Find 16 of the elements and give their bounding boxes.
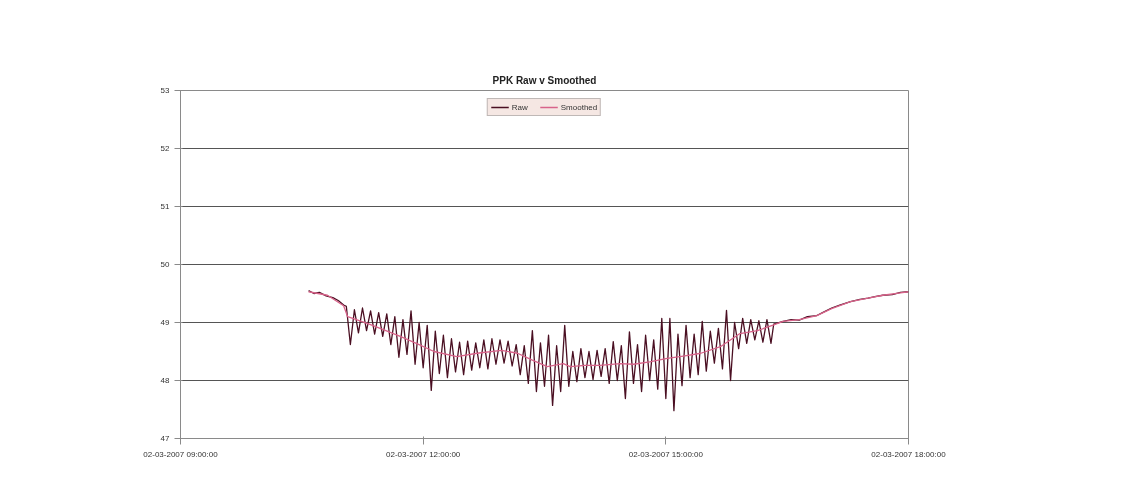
x-tick-label: 02-03-2007 18:00:00 bbox=[871, 449, 947, 459]
y-tick-label: 49 bbox=[160, 318, 171, 327]
line-series bbox=[307, 289, 909, 412]
y-tick-label: 53 bbox=[160, 86, 171, 95]
x-tick-label: 02-03-2007 09:00:00 bbox=[143, 449, 219, 459]
x-tick-label: 02-03-2007 12:00:00 bbox=[386, 449, 461, 459]
x-tick-label: 02-03-2007 15:00:00 bbox=[628, 449, 704, 459]
chart-title: PPK Raw v Smoothed bbox=[492, 74, 597, 86]
line-series bbox=[307, 291, 909, 368]
y-tick-label: 47 bbox=[160, 434, 171, 443]
legend-label: Raw bbox=[511, 102, 529, 112]
legend-label: Smoothed bbox=[560, 102, 598, 112]
y-tick-label: 48 bbox=[160, 376, 171, 385]
y-tick-label: 50 bbox=[160, 260, 171, 269]
y-tick-label: 52 bbox=[160, 144, 171, 153]
y-tick-label: 51 bbox=[160, 202, 171, 211]
